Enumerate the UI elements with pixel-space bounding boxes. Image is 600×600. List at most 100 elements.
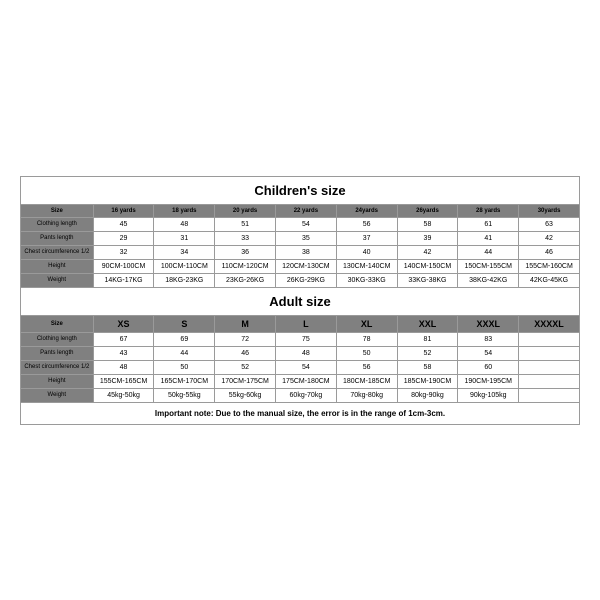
adult-header-7: XXXL — [458, 315, 519, 332]
children-cell-0-5: 58 — [397, 217, 458, 231]
children-cell-4-4: 30KG-33KG — [336, 273, 397, 287]
children-header-3: 20 yards — [215, 204, 276, 217]
adult-cell-0-5: 81 — [397, 332, 458, 346]
adult-cell-3-2: 170CM-175CM — [215, 374, 276, 388]
adult-row-label-4: Weight — [21, 388, 94, 402]
children-header-7: 28 yards — [458, 204, 519, 217]
children-cell-1-2: 33 — [215, 231, 276, 245]
children-cell-3-1: 100CM-110CM — [154, 259, 215, 273]
adult-header-0: Size — [21, 315, 94, 332]
adult-row-label-0: Clothing length — [21, 332, 94, 346]
adult-cell-2-3: 54 — [276, 360, 337, 374]
adult-header-4: L — [276, 315, 337, 332]
children-cell-2-4: 40 — [336, 245, 397, 259]
children-cell-2-1: 34 — [154, 245, 215, 259]
adult-cell-3-6: 190CM-195CM — [458, 374, 519, 388]
children-cell-0-2: 51 — [215, 217, 276, 231]
children-cell-4-2: 23KG-26KG — [215, 273, 276, 287]
adult-cell-1-1: 44 — [154, 346, 215, 360]
children-cell-0-7: 63 — [519, 217, 580, 231]
children-row-label-3: Height — [21, 259, 94, 273]
adult-cell-4-1: 50kg-55kg — [154, 388, 215, 402]
adult-header-6: XXL — [397, 315, 458, 332]
children-cell-1-3: 35 — [276, 231, 337, 245]
adult-cell-3-7 — [519, 374, 580, 388]
adult-header-5: XL — [336, 315, 397, 332]
children-row-label-0: Clothing length — [21, 217, 94, 231]
children-cell-4-0: 14KG-17KG — [93, 273, 154, 287]
children-cell-0-1: 48 — [154, 217, 215, 231]
children-cell-1-5: 39 — [397, 231, 458, 245]
adult-cell-0-0: 67 — [93, 332, 154, 346]
adult-cell-0-3: 75 — [276, 332, 337, 346]
adult-header-1: XS — [93, 315, 154, 332]
adult-row-label-2: Chest circumference 1/2 — [21, 360, 94, 374]
adult-cell-3-3: 175CM-180CM — [276, 374, 337, 388]
adult-cell-0-4: 78 — [336, 332, 397, 346]
adult-cell-4-7 — [519, 388, 580, 402]
adult-cell-4-4: 70kg-80kg — [336, 388, 397, 402]
adult-cell-2-2: 52 — [215, 360, 276, 374]
children-header-2: 18 yards — [154, 204, 215, 217]
children-cell-3-7: 155CM-160CM — [519, 259, 580, 273]
children-cell-1-4: 37 — [336, 231, 397, 245]
children-cell-4-5: 33KG-38KG — [397, 273, 458, 287]
children-cell-2-5: 42 — [397, 245, 458, 259]
children-header-1: 16 yards — [93, 204, 154, 217]
children-row-label-1: Pants length — [21, 231, 94, 245]
adult-cell-4-3: 60kg-70kg — [276, 388, 337, 402]
adult-cell-2-1: 50 — [154, 360, 215, 374]
adult-cell-0-7 — [519, 332, 580, 346]
adult-cell-4-5: 80kg-90kg — [397, 388, 458, 402]
adult-cell-1-3: 48 — [276, 346, 337, 360]
adult-cell-3-0: 155CM-165CM — [93, 374, 154, 388]
adult-cell-2-5: 58 — [397, 360, 458, 374]
children-cell-3-0: 90CM-100CM — [93, 259, 154, 273]
children-title: Children's size — [21, 176, 580, 204]
children-cell-2-6: 44 — [458, 245, 519, 259]
children-cell-3-3: 120CM-130CM — [276, 259, 337, 273]
adult-header-3: M — [215, 315, 276, 332]
children-cell-4-3: 26KG-29KG — [276, 273, 337, 287]
children-cell-3-5: 140CM-150CM — [397, 259, 458, 273]
children-cell-1-1: 31 — [154, 231, 215, 245]
adult-cell-3-5: 185CM-190CM — [397, 374, 458, 388]
children-cell-3-6: 150CM-155CM — [458, 259, 519, 273]
children-cell-1-0: 29 — [93, 231, 154, 245]
children-header-4: 22 yards — [276, 204, 337, 217]
children-header-8: 30yards — [519, 204, 580, 217]
children-row-label-4: Weight — [21, 273, 94, 287]
children-cell-2-2: 36 — [215, 245, 276, 259]
adult-header-8: XXXXL — [519, 315, 580, 332]
adult-cell-2-6: 60 — [458, 360, 519, 374]
adult-row-label-3: Height — [21, 374, 94, 388]
adult-cell-1-2: 46 — [215, 346, 276, 360]
children-header-0: Size — [21, 204, 94, 217]
children-header-6: 26yards — [397, 204, 458, 217]
children-cell-0-0: 45 — [93, 217, 154, 231]
adult-cell-1-4: 50 — [336, 346, 397, 360]
children-cell-4-1: 18KG-23KG — [154, 273, 215, 287]
adult-cell-1-7 — [519, 346, 580, 360]
adult-cell-0-2: 72 — [215, 332, 276, 346]
adult-header-2: S — [154, 315, 215, 332]
adult-cell-4-6: 90kg-105kg — [458, 388, 519, 402]
adult-cell-3-4: 180CM-185CM — [336, 374, 397, 388]
children-cell-4-7: 42KG-45KG — [519, 273, 580, 287]
adult-cell-2-0: 48 — [93, 360, 154, 374]
adult-cell-0-6: 83 — [458, 332, 519, 346]
children-cell-2-7: 46 — [519, 245, 580, 259]
children-row-label-2: Chest circumference 1/2 — [21, 245, 94, 259]
children-cell-0-4: 56 — [336, 217, 397, 231]
children-cell-2-3: 38 — [276, 245, 337, 259]
children-header-5: 24yards — [336, 204, 397, 217]
children-cell-4-6: 38KG-42KG — [458, 273, 519, 287]
children-cell-2-0: 32 — [93, 245, 154, 259]
adult-cell-4-2: 55kg-60kg — [215, 388, 276, 402]
children-cell-3-2: 110CM-120CM — [215, 259, 276, 273]
adult-cell-2-7 — [519, 360, 580, 374]
children-cell-1-6: 41 — [458, 231, 519, 245]
children-cell-0-3: 54 — [276, 217, 337, 231]
children-cell-0-6: 61 — [458, 217, 519, 231]
adult-title: Adult size — [21, 287, 580, 315]
